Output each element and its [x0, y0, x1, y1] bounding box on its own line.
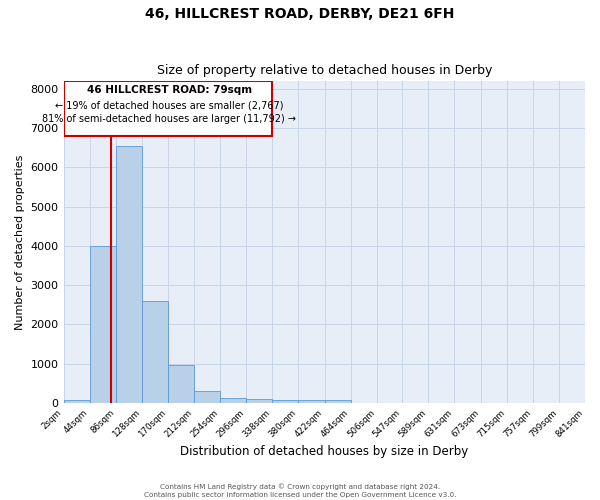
Text: 46 HILLCREST ROAD: 79sqm: 46 HILLCREST ROAD: 79sqm [86, 86, 252, 96]
Title: Size of property relative to detached houses in Derby: Size of property relative to detached ho… [157, 64, 492, 77]
Bar [272, 400, 298, 403]
Bar [142, 301, 168, 403]
Text: ← 19% of detached houses are smaller (2,767): ← 19% of detached houses are smaller (2,… [55, 100, 283, 110]
Bar [89, 246, 116, 403]
Bar [64, 400, 89, 403]
X-axis label: Distribution of detached houses by size in Derby: Distribution of detached houses by size … [180, 444, 469, 458]
Bar [64, 81, 272, 136]
Bar [116, 146, 142, 403]
Bar [298, 400, 325, 403]
Text: 81% of semi-detached houses are larger (11,792) →: 81% of semi-detached houses are larger (… [42, 114, 296, 124]
Bar [194, 392, 220, 403]
Bar [246, 400, 272, 403]
Bar [220, 398, 246, 403]
Bar [325, 400, 350, 403]
Text: 46, HILLCREST ROAD, DERBY, DE21 6FH: 46, HILLCREST ROAD, DERBY, DE21 6FH [145, 8, 455, 22]
Bar [168, 366, 194, 403]
Y-axis label: Number of detached properties: Number of detached properties [15, 154, 25, 330]
Text: Contains HM Land Registry data © Crown copyright and database right 2024.
Contai: Contains HM Land Registry data © Crown c… [144, 484, 456, 498]
